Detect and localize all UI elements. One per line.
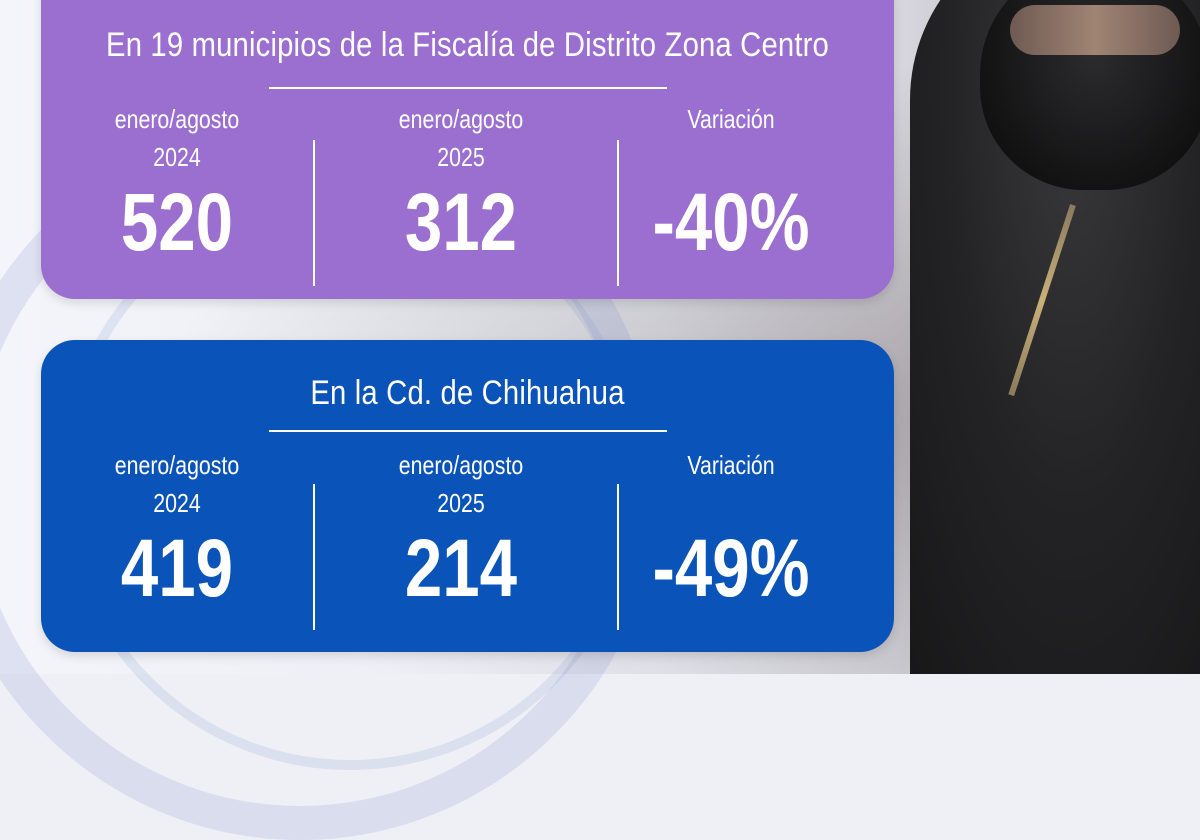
period-label: enero/agosto 2024: [70, 100, 283, 176]
variation-label: Variación: [687, 450, 775, 480]
title-underline: [269, 87, 667, 89]
stats-card-cd-chihuahua: En la Cd. de Chihuahua enero/agosto 2024…: [41, 340, 894, 652]
balaclava-eye-opening: [1010, 5, 1180, 55]
variation-label: Variación: [687, 104, 775, 134]
column-2024: enero/agosto 2024 520: [47, 100, 307, 266]
period-label: enero/agosto 2025: [354, 446, 567, 522]
column-2025: enero/agosto 2025 214: [331, 446, 591, 612]
period-line-1: enero/agosto: [114, 450, 240, 480]
period-line-2: 2024: [153, 142, 201, 172]
period-line-1: enero/agosto: [114, 104, 240, 134]
period-label: enero/agosto 2025: [354, 100, 567, 176]
period-line-1: enero/agosto: [398, 450, 524, 480]
column-divider: [617, 140, 619, 286]
stats-card-zona-centro: En 19 municipios de la Fiscalía de Distr…: [41, 0, 894, 299]
variation-value: -40%: [652, 177, 810, 268]
period-line-2: 2025: [437, 488, 485, 518]
column-variation: Variación -49%: [601, 446, 861, 612]
column-divider: [313, 484, 315, 630]
column-2024: enero/agosto 2024 419: [47, 446, 307, 612]
card-title: En 19 municipios de la Fiscalía de Distr…: [106, 26, 829, 64]
variation-value: -49%: [652, 523, 810, 614]
card-title: En la Cd. de Chihuahua: [310, 374, 625, 412]
period-line-2: 2025: [437, 142, 485, 172]
masked-person-photo: [870, 0, 1200, 674]
count-value: 312: [404, 177, 518, 268]
period-line-2: 2024: [153, 488, 201, 518]
count-value: 214: [404, 523, 518, 614]
period-line-1: enero/agosto: [398, 104, 524, 134]
count-value: 520: [120, 177, 234, 268]
period-label: enero/agosto 2024: [70, 446, 283, 522]
title-underline: [269, 430, 667, 432]
column-divider: [617, 484, 619, 630]
column-divider: [313, 140, 315, 286]
column-variation: Variación -40%: [601, 100, 861, 266]
column-2025: enero/agosto 2025 312: [331, 100, 591, 266]
count-value: 419: [120, 523, 234, 614]
